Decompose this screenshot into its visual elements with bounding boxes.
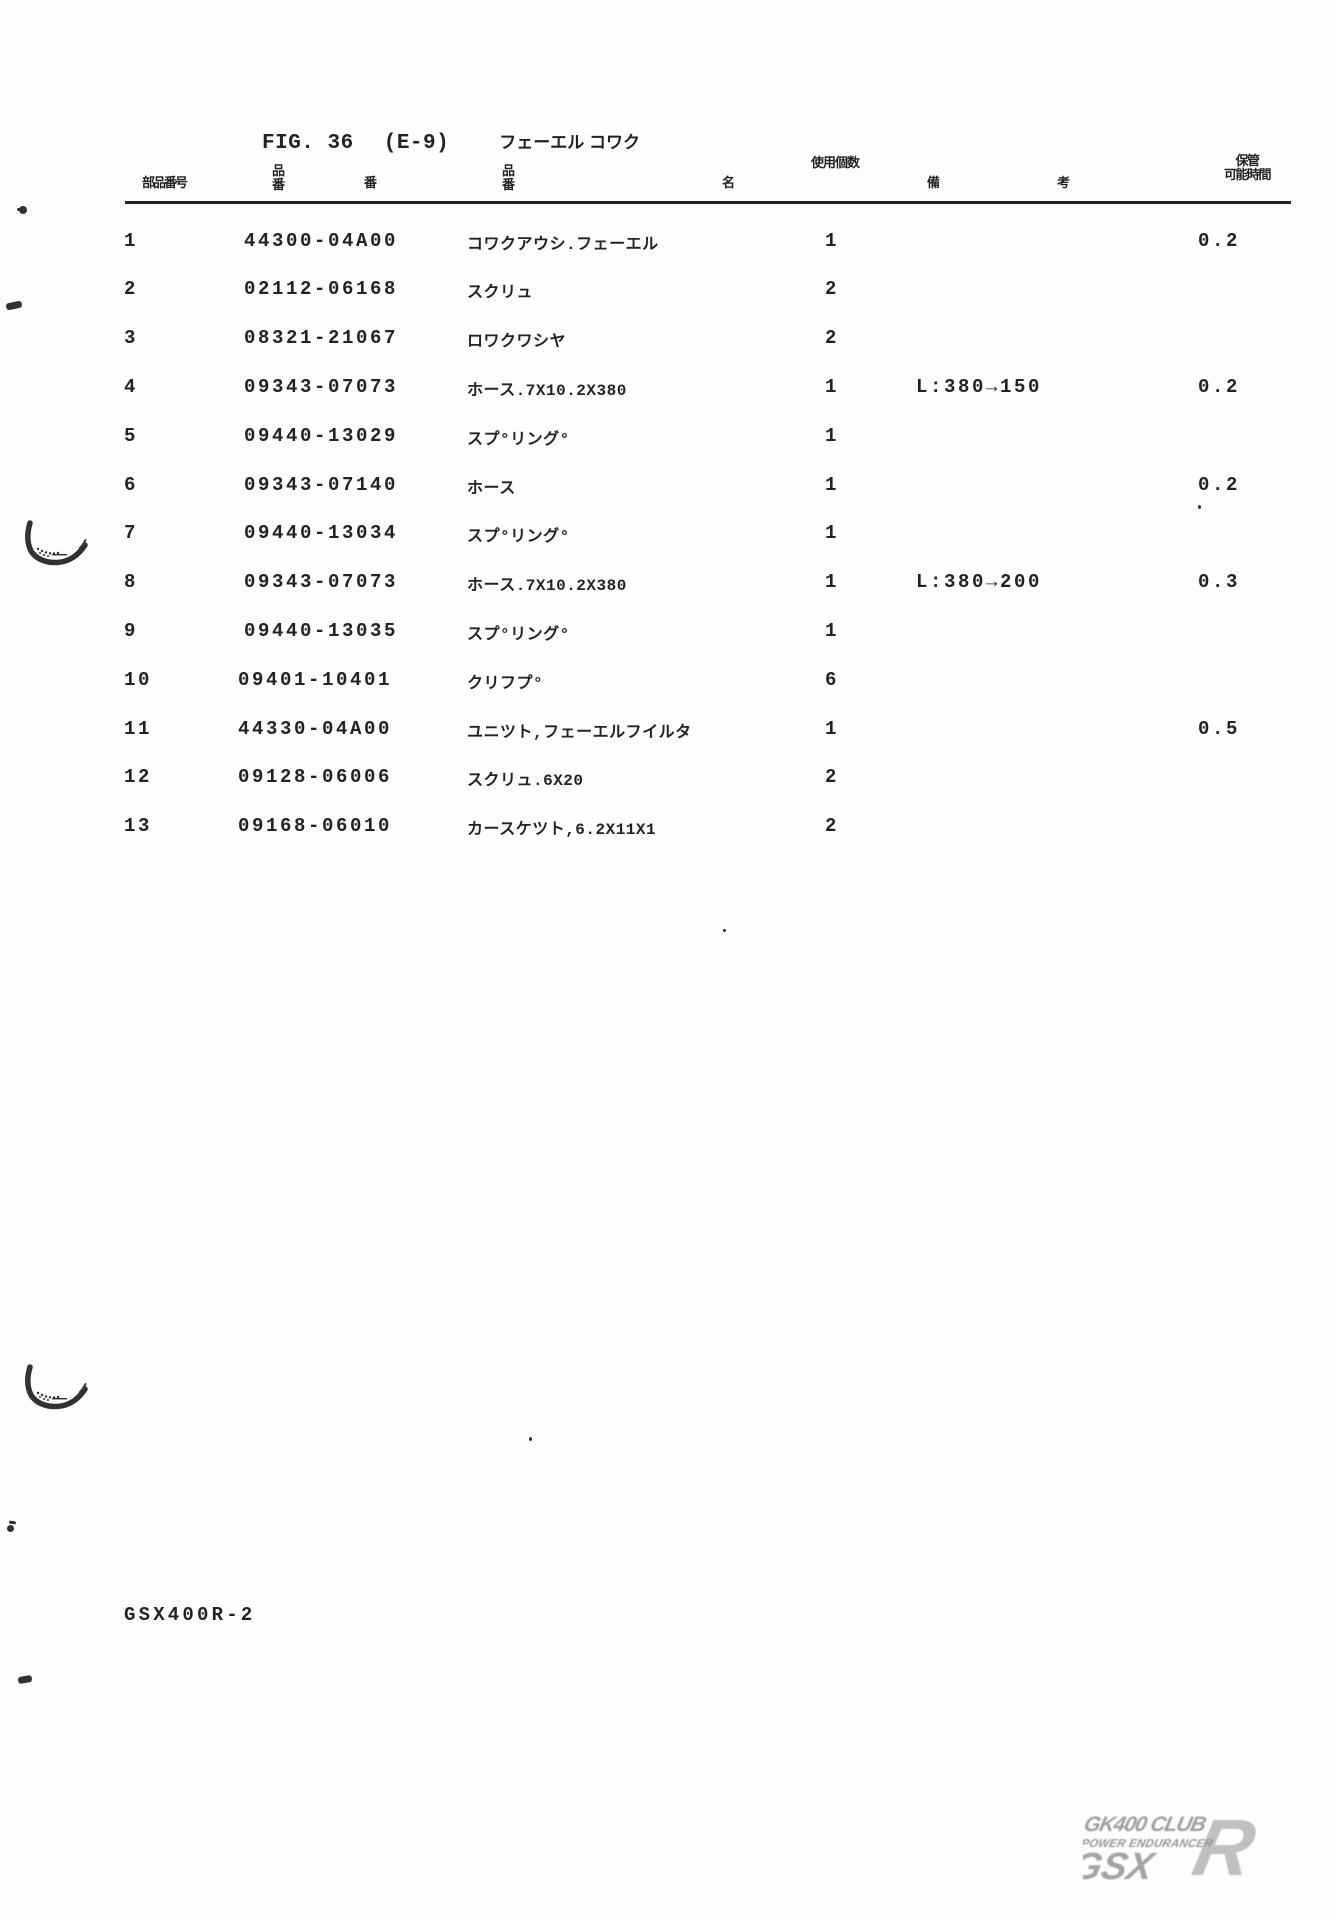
svg-text:GK400 CLUB: GK400 CLUB (1083, 1813, 1208, 1836)
svg-text:GSX: GSX (1083, 1845, 1160, 1888)
